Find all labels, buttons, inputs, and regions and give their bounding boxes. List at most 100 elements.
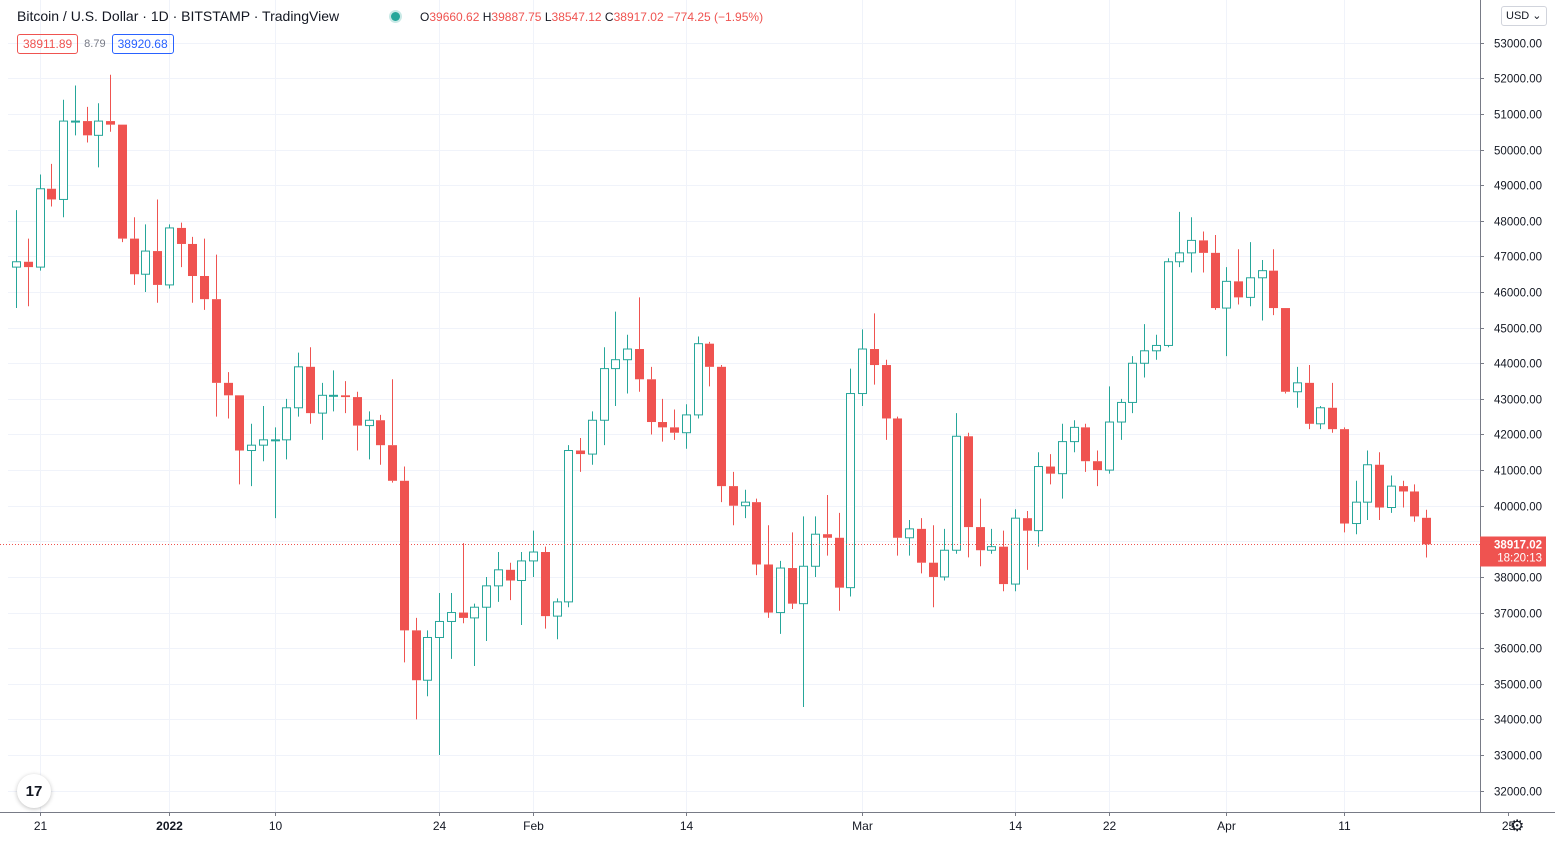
candle-down xyxy=(893,416,902,556)
candle-down xyxy=(118,124,127,243)
candle-down xyxy=(1269,249,1278,316)
candle-down xyxy=(106,74,115,132)
y-tick-label: 47000.00 xyxy=(1494,252,1542,264)
candle-body xyxy=(553,601,562,617)
candle-body xyxy=(1305,382,1314,424)
candle-down xyxy=(882,359,891,440)
x-tick-label: 11 xyxy=(1338,819,1351,833)
high-value: 39887.75 xyxy=(491,10,542,24)
candle-body xyxy=(811,533,820,567)
candle-down xyxy=(83,106,92,143)
spread-value: 8.79 xyxy=(84,38,106,50)
candle-up xyxy=(1246,242,1255,307)
candle-up xyxy=(811,516,820,577)
x-tick-label: 21 xyxy=(34,819,48,833)
candle-up xyxy=(588,411,597,465)
candle-up xyxy=(1258,259,1267,321)
ask-price[interactable]: 38920.68 xyxy=(111,34,174,54)
candle-down xyxy=(212,254,221,417)
candle-body xyxy=(177,227,186,244)
candle-up xyxy=(482,576,491,642)
candle-up xyxy=(282,398,291,460)
price-axis[interactable]: 32000.00 33000.00 34000.00 35000.00 36000.00… xyxy=(1480,0,1555,838)
candle-body xyxy=(1023,518,1032,531)
candle-down xyxy=(24,238,33,307)
candle-up xyxy=(1105,386,1114,474)
candle-body xyxy=(212,299,221,383)
candle-down xyxy=(1211,235,1220,310)
candle-up xyxy=(71,85,80,136)
candle-up xyxy=(1175,211,1184,268)
candle-up xyxy=(905,519,914,556)
candle-body xyxy=(588,419,597,455)
symbol-header[interactable]: Bitcoin / U.S. Dollar · 1D · BITSTAMP · … xyxy=(17,8,339,24)
candle-up xyxy=(600,347,609,446)
candle-down xyxy=(1340,427,1349,533)
candle-body xyxy=(1117,401,1126,423)
candle-up xyxy=(1034,452,1043,547)
bid-price[interactable]: 38911.89 xyxy=(17,34,79,54)
candle-body xyxy=(576,450,585,455)
candle-up xyxy=(329,370,338,412)
candle-down xyxy=(1046,454,1055,485)
symbol-title[interactable]: Bitcoin / U.S. Dollar · 1D · BITSTAMP · … xyxy=(17,8,340,24)
price-axis-background xyxy=(1480,0,1555,838)
candle-body xyxy=(1211,252,1220,309)
candle-body xyxy=(1093,461,1102,471)
last-price-label: 38917.02 xyxy=(1494,540,1542,552)
candle-up xyxy=(294,352,303,417)
candle-down xyxy=(1328,382,1337,433)
candle-up xyxy=(365,411,374,460)
candle-up xyxy=(1352,480,1361,535)
x-tick-label: 14 xyxy=(1009,819,1023,833)
candle-body xyxy=(470,606,479,619)
candle-up xyxy=(1128,356,1137,414)
candle-body xyxy=(1410,491,1419,517)
x-tick-label: 22 xyxy=(1103,819,1117,833)
candle-body xyxy=(541,552,550,617)
candle-body xyxy=(1363,464,1372,503)
high-label: H xyxy=(482,10,492,24)
x-tick-label: Apr xyxy=(1217,819,1236,833)
candle-body xyxy=(1422,517,1431,545)
candle-body xyxy=(459,612,468,618)
ohlc-legend: O39660.62 H39887.75 L38547.12 C38917.02 … xyxy=(420,10,763,24)
currency-selector[interactable]: USD ⌄ xyxy=(1501,6,1547,26)
time-axis[interactable]: 21 2022 10 24 Feb 14 Mar 14 22 Apr 11 25 xyxy=(0,812,1555,833)
candle-body xyxy=(235,395,244,451)
candle-body xyxy=(412,630,421,681)
candle-down xyxy=(235,395,244,485)
candle-up xyxy=(517,552,526,626)
candle-up xyxy=(1152,334,1161,360)
candle-down xyxy=(541,546,550,629)
x-tick-label: 25 xyxy=(1502,819,1516,833)
candle-body xyxy=(752,502,761,565)
candle-up xyxy=(247,423,256,487)
bar-countdown-label: 18:20:13 xyxy=(1497,553,1542,565)
candle-body xyxy=(259,439,268,446)
candle-up xyxy=(952,413,961,554)
candle-body xyxy=(1070,426,1079,443)
candle-body xyxy=(846,393,855,589)
candle-body xyxy=(1105,421,1114,471)
candle-body xyxy=(329,394,338,397)
candle-body xyxy=(24,261,33,268)
candle-up xyxy=(1187,217,1196,273)
candle-body xyxy=(999,546,1008,585)
y-tick-label: 40000.00 xyxy=(1494,502,1542,514)
open-value: 39660.62 xyxy=(429,10,480,24)
candle-body xyxy=(893,418,902,538)
candle-body xyxy=(1199,240,1208,253)
candle-body xyxy=(917,528,926,563)
candle-down xyxy=(1410,484,1419,522)
candle-body xyxy=(952,435,961,551)
tradingview-logo[interactable]: 17 xyxy=(17,774,51,808)
close-label: C xyxy=(604,10,614,24)
y-tick-label: 32000.00 xyxy=(1494,787,1542,799)
gear-icon[interactable]: ⚙ xyxy=(1510,818,1525,835)
y-tick-label: 41000.00 xyxy=(1494,466,1542,478)
candle-body xyxy=(1222,280,1231,309)
candle-body xyxy=(517,560,526,582)
